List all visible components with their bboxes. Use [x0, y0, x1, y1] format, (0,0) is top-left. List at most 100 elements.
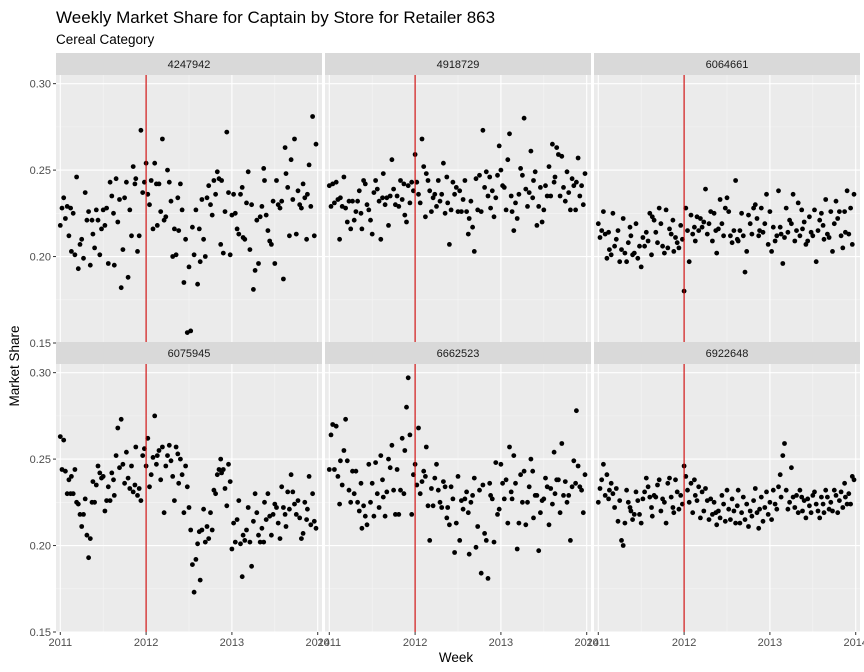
data-point	[380, 494, 386, 500]
data-point	[190, 562, 195, 567]
data-point	[764, 191, 769, 197]
y-tick-label: 0.15	[30, 627, 51, 639]
data-point	[837, 209, 842, 215]
data-point	[610, 210, 616, 216]
data-point	[770, 224, 776, 230]
data-point	[673, 477, 678, 483]
data-point	[722, 518, 728, 524]
data-point	[165, 167, 170, 173]
data-point	[541, 207, 547, 213]
data-point	[571, 458, 577, 464]
data-point	[760, 518, 766, 524]
data-point	[288, 472, 294, 478]
data-point	[678, 493, 684, 498]
data-point	[760, 229, 766, 235]
data-point	[534, 493, 540, 498]
data-point	[531, 178, 536, 183]
data-point	[364, 522, 370, 528]
data-point	[778, 231, 784, 237]
data-point	[628, 233, 634, 239]
data-point	[265, 228, 271, 234]
data-point	[191, 252, 197, 258]
data-point	[300, 531, 306, 536]
data-point	[751, 498, 756, 503]
data-point	[399, 435, 405, 441]
data-point	[452, 191, 457, 197]
data-point	[688, 480, 694, 486]
data-point	[93, 207, 99, 213]
data-point	[270, 512, 276, 517]
data-point	[220, 250, 226, 256]
data-point	[224, 129, 230, 135]
data-point	[749, 513, 755, 519]
data-point	[577, 193, 583, 199]
data-point	[668, 494, 674, 500]
data-point	[450, 496, 456, 502]
data-point	[716, 226, 721, 232]
data-point	[70, 491, 76, 497]
data-point	[295, 498, 301, 503]
data-point	[219, 178, 225, 183]
data-point	[261, 166, 267, 171]
data-point	[154, 461, 159, 467]
data-point	[728, 517, 733, 522]
data-point	[213, 191, 219, 197]
data-point	[81, 512, 86, 517]
data-point	[115, 219, 121, 225]
data-point	[842, 480, 847, 486]
data-point	[597, 486, 603, 491]
data-point	[719, 221, 725, 227]
data-point	[574, 179, 579, 185]
data-point	[676, 245, 682, 251]
data-point	[710, 238, 715, 244]
data-point	[833, 493, 839, 498]
data-point	[717, 197, 723, 202]
data-point	[833, 198, 839, 204]
data-point	[772, 238, 778, 244]
data-point	[799, 207, 805, 213]
data-point	[508, 489, 514, 495]
data-point	[150, 455, 156, 460]
data-point	[498, 461, 504, 467]
data-point	[785, 506, 791, 512]
data-point	[500, 480, 505, 486]
data-point	[475, 524, 481, 529]
data-point	[835, 216, 841, 221]
data-point	[812, 207, 817, 213]
data-point	[136, 233, 142, 239]
facet-panel: 6075945 0.15 0.20 0.25 0.30 2011 2012 2013 2014	[30, 342, 330, 649]
data-point	[631, 250, 637, 256]
facet-strip	[56, 53, 322, 75]
data-point	[244, 527, 249, 533]
x-tick-label: 2011	[586, 637, 610, 649]
data-point	[244, 200, 249, 206]
data-point	[161, 510, 167, 516]
data-point	[61, 437, 67, 443]
data-point	[304, 236, 309, 242]
data-point	[780, 261, 786, 266]
data-point	[690, 231, 696, 237]
data-point	[744, 501, 750, 507]
data-point	[366, 207, 372, 213]
data-point	[256, 532, 261, 538]
data-point	[202, 539, 208, 545]
data-point	[671, 249, 677, 254]
x-tick-label: 2013	[220, 637, 244, 649]
data-point	[457, 188, 463, 194]
data-point	[635, 255, 641, 261]
x-tick-label: 2013	[758, 637, 782, 649]
data-point	[343, 205, 348, 211]
data-point	[606, 496, 611, 502]
data-point	[711, 210, 717, 216]
data-point	[97, 470, 103, 476]
data-point	[380, 171, 386, 177]
data-point	[819, 494, 824, 500]
data-point	[729, 496, 735, 502]
data-point	[543, 183, 548, 189]
data-point	[612, 505, 617, 510]
data-point	[186, 264, 192, 270]
data-point	[465, 231, 471, 237]
data-point	[820, 223, 826, 228]
data-point	[79, 524, 85, 529]
data-point	[785, 229, 791, 235]
